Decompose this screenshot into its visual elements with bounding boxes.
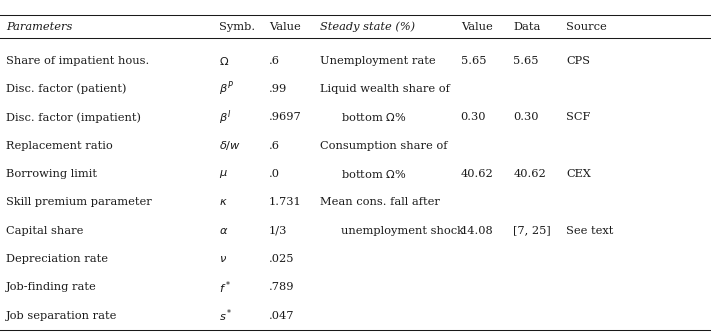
Text: 14.08: 14.08 [461,226,493,236]
Text: bottom $\Omega$%: bottom $\Omega$% [341,111,407,123]
Text: $\nu$: $\nu$ [219,254,227,264]
Text: 0.30: 0.30 [513,112,539,122]
Text: Job separation rate: Job separation rate [6,311,117,321]
Text: Unemployment rate: Unemployment rate [320,55,436,66]
Text: Disc. factor (impatient): Disc. factor (impatient) [6,112,141,123]
Text: Disc. factor (patient): Disc. factor (patient) [6,84,126,94]
Text: Depreciation rate: Depreciation rate [6,254,107,264]
Text: $\beta^I$: $\beta^I$ [219,108,231,127]
Text: CPS: CPS [566,55,590,66]
Text: Parameters: Parameters [6,22,72,32]
Text: Capital share: Capital share [6,226,83,236]
Text: $s^*$: $s^*$ [219,307,232,324]
Text: Steady state (%): Steady state (%) [320,22,415,32]
Text: $\kappa$: $\kappa$ [219,197,228,207]
Text: Value: Value [269,22,301,32]
Text: Data: Data [513,22,541,32]
Text: 5.65: 5.65 [513,55,539,66]
Text: .6: .6 [269,141,279,151]
Text: .99: .99 [269,84,287,94]
Text: 40.62: 40.62 [461,169,493,179]
Text: See text: See text [566,226,614,236]
Text: $\beta^P$: $\beta^P$ [219,80,234,98]
Text: $\alpha$: $\alpha$ [219,226,228,236]
Text: bottom $\Omega$%: bottom $\Omega$% [341,168,407,180]
Text: .025: .025 [269,254,294,264]
Text: Symb.: Symb. [219,22,255,32]
Text: $\Omega$: $\Omega$ [219,54,229,67]
Text: 5.65: 5.65 [461,55,486,66]
Text: Source: Source [566,22,606,32]
Text: .0: .0 [269,169,279,179]
Text: $f^*$: $f^*$ [219,279,231,296]
Text: Replacement ratio: Replacement ratio [6,141,112,151]
Text: 0.30: 0.30 [461,112,486,122]
Text: SCF: SCF [566,112,590,122]
Text: .047: .047 [269,311,294,321]
Text: 1/3: 1/3 [269,226,287,236]
Text: Job-finding rate: Job-finding rate [6,283,97,292]
Text: Consumption share of: Consumption share of [320,141,447,151]
Text: Share of impatient hous.: Share of impatient hous. [6,55,149,66]
Text: 1.731: 1.731 [269,197,301,207]
Text: 40.62: 40.62 [513,169,546,179]
Text: $\delta/w$: $\delta/w$ [219,139,241,152]
Text: Liquid wealth share of: Liquid wealth share of [320,84,450,94]
Text: Value: Value [461,22,493,32]
Text: Skill premium parameter: Skill premium parameter [6,197,151,207]
Text: unemployment shock: unemployment shock [341,226,464,236]
Text: [7, 25]: [7, 25] [513,226,551,236]
Text: CEX: CEX [566,169,591,179]
Text: Borrowing limit: Borrowing limit [6,169,97,179]
Text: .789: .789 [269,283,294,292]
Text: $\mu$: $\mu$ [219,168,228,180]
Text: .6: .6 [269,55,279,66]
Text: Mean cons. fall after: Mean cons. fall after [320,197,440,207]
Text: .9697: .9697 [269,112,301,122]
